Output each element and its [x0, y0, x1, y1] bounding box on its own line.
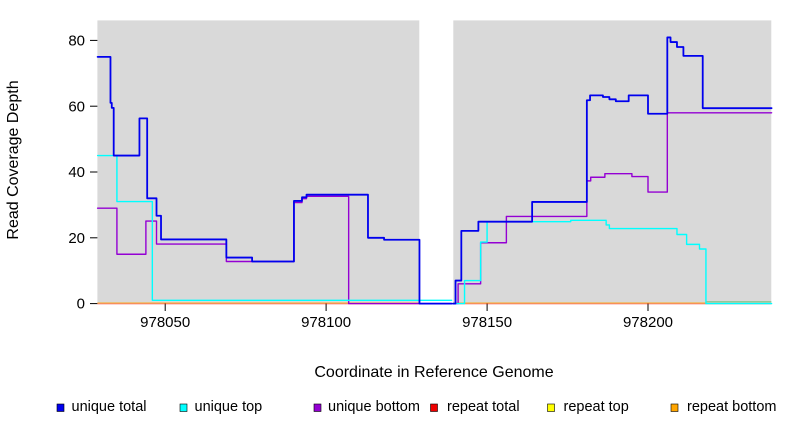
svg-text:80: 80: [68, 33, 85, 50]
svg-text:Read Coverage Depth: Read Coverage Depth: [5, 80, 22, 239]
svg-text:978150: 978150: [462, 314, 512, 331]
svg-text:unique bottom: unique bottom: [328, 399, 420, 415]
svg-text:unique total: unique total: [72, 399, 147, 415]
svg-text:978050: 978050: [140, 314, 190, 331]
svg-text:Coordinate in Reference Genome: Coordinate in Reference Genome: [314, 364, 553, 381]
svg-text:0: 0: [77, 296, 85, 313]
svg-text:20: 20: [68, 230, 85, 247]
svg-text:repeat top: repeat top: [564, 399, 629, 415]
svg-text:unique top: unique top: [195, 399, 263, 415]
svg-text:978200: 978200: [623, 314, 673, 331]
svg-text:repeat total: repeat total: [447, 399, 520, 415]
svg-text:978100: 978100: [301, 314, 351, 331]
svg-text:repeat bottom: repeat bottom: [687, 399, 776, 415]
svg-text:60: 60: [68, 98, 85, 115]
svg-text:40: 40: [68, 164, 85, 181]
